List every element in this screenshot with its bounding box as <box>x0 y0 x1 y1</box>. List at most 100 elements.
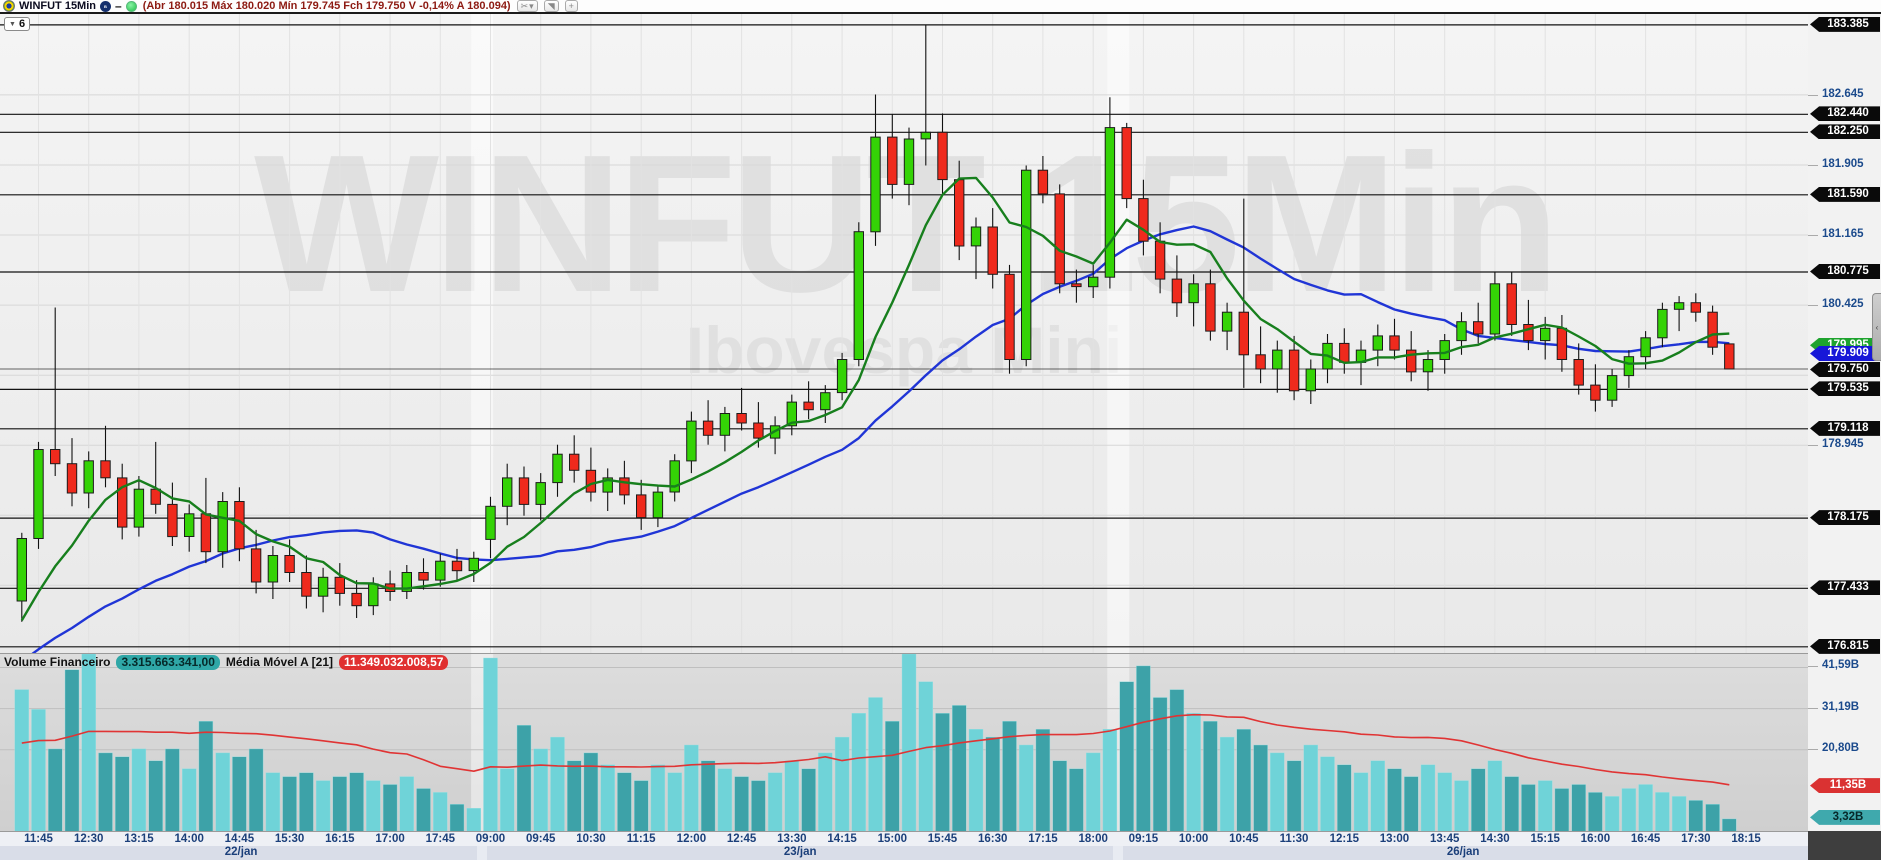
candlestick <box>619 477 630 496</box>
collapse-panel-handle[interactable]: ‹ <box>1872 293 1881 361</box>
volume-bar <box>1136 665 1151 831</box>
volume-bar <box>1320 756 1335 831</box>
axis-corner-block <box>1808 831 1881 860</box>
time-tick-label: 13:30 <box>777 833 807 845</box>
volume-bar <box>1337 764 1352 831</box>
cursor-mode-button[interactable]: ◥ <box>543 0 559 12</box>
volume-bar <box>1537 780 1553 831</box>
candlestick <box>468 557 480 572</box>
volume-bar <box>282 776 297 831</box>
volume-bar <box>516 724 532 831</box>
time-tick-row: 11:45 12:30 13:15 14:00 14:45 15:30 16:15 17:00… <box>0 831 1808 846</box>
volume-ma-label: Média Móvel A [21] <box>225 655 334 669</box>
volume-bar <box>98 752 113 831</box>
candlestick <box>1690 302 1701 313</box>
candlestick <box>100 460 111 479</box>
volume-bar <box>349 772 364 831</box>
time-tick-label: 10:45 <box>1229 833 1259 845</box>
volume-bar <box>567 760 582 831</box>
volume-tick-mark <box>1808 748 1818 750</box>
candlestick <box>284 555 295 573</box>
volume-pane <box>0 653 1808 831</box>
candlestick <box>502 477 513 507</box>
candlestick <box>669 460 680 493</box>
candlestick <box>937 131 948 181</box>
volume-bar <box>818 752 833 831</box>
volume-bar <box>1085 752 1101 831</box>
candlestick <box>585 469 597 493</box>
volume-bar <box>315 780 331 831</box>
candlestick <box>1456 321 1467 342</box>
volume-bar <box>734 776 749 831</box>
price-level-tag: 177.433 <box>1810 580 1880 596</box>
candlestick <box>1238 311 1249 356</box>
candlestick <box>702 420 714 436</box>
plus-icon: + <box>568 1 574 11</box>
volume-chart <box>0 654 1808 831</box>
volume-bar <box>198 720 214 831</box>
volume-ma-line <box>21 713 1730 786</box>
cursor-icon: ◥ <box>547 1 555 11</box>
volume-bar <box>1470 768 1486 831</box>
date-label: 26/jan <box>1446 846 1480 858</box>
time-tick-label: 14:00 <box>174 833 204 845</box>
candlestick <box>133 488 145 528</box>
candlestick <box>1489 283 1501 335</box>
candlestick <box>870 136 881 233</box>
interval-selector[interactable]: ▼ 6 <box>4 17 31 31</box>
volume-bar <box>650 764 666 831</box>
zoom-in-button[interactable]: + <box>564 0 578 12</box>
candlestick <box>1623 356 1635 377</box>
drawing-tools-button[interactable]: ✂ ▾ <box>516 0 538 12</box>
candlestick <box>1439 340 1450 361</box>
candlestick <box>920 131 931 140</box>
candlestick <box>1606 375 1618 401</box>
candlestick <box>954 179 965 247</box>
price-axis[interactable]: 182.645 181.905 181.165 180.425 178.945 41,59… <box>1808 0 1881 860</box>
brazil-flag-icon <box>3 0 15 12</box>
price-pane: WINFUT 15Min Ibovespa Mini <box>0 14 1808 653</box>
volume-bar <box>918 681 933 831</box>
chevron-down-icon: ▾ <box>529 1 534 11</box>
price-level-tag: 179.535 <box>1810 381 1880 397</box>
price-level-tag: 183.385 <box>1810 16 1880 32</box>
candlestick <box>636 494 647 519</box>
candlestick <box>887 136 898 185</box>
time-tick-label: 12:15 <box>1329 833 1359 845</box>
candlestick <box>535 482 546 505</box>
price-tick-mark <box>1808 445 1818 447</box>
volume-bar <box>1303 744 1319 831</box>
candlestick <box>401 572 413 592</box>
volume-bar <box>1236 728 1252 831</box>
volume-indicator-label: Volume Financeiro <box>4 655 111 669</box>
date-row: 22/jan 23/jan 26/jan <box>0 846 1808 860</box>
volume-bar <box>1487 760 1503 831</box>
time-axis[interactable]: 11:45 12:30 13:15 14:00 14:45 15:30 16:15 17:00… <box>0 831 1808 860</box>
tools-icon: ✂ <box>520 1 529 11</box>
time-tick-label: 17:15 <box>1028 833 1058 845</box>
candlestick <box>1339 342 1350 363</box>
candlestick <box>836 359 848 394</box>
volume-tick-label: 20,80B <box>1822 741 1860 754</box>
volume-bar <box>248 748 264 831</box>
candlestick <box>1104 127 1116 278</box>
volume-ma-value-badge: 11.349.032.008,57 <box>339 654 449 670</box>
ma-slow-price-tag: 179.909 <box>1810 345 1880 361</box>
price-level-tag: 182.250 <box>1810 124 1880 140</box>
price-level-tag: 176.815 <box>1810 638 1880 654</box>
price-level-tag: 182.440 <box>1810 106 1880 122</box>
candlestick <box>1590 384 1601 401</box>
last-price-tag: 179.750 <box>1810 362 1880 377</box>
volume-last-tag: 3,32B <box>1810 809 1880 825</box>
candlestick <box>1506 283 1517 325</box>
candlestick <box>1673 302 1685 310</box>
volume-tick-label: 41,59B <box>1822 659 1860 672</box>
volume-bar <box>1203 720 1218 831</box>
candlestick <box>301 572 312 597</box>
price-tick-label: 182.645 <box>1822 87 1864 100</box>
candlestick <box>334 576 346 594</box>
volume-bar <box>1119 681 1134 831</box>
candlestick <box>33 449 44 539</box>
volume-bar <box>1069 768 1084 831</box>
candlestick <box>1406 349 1417 373</box>
